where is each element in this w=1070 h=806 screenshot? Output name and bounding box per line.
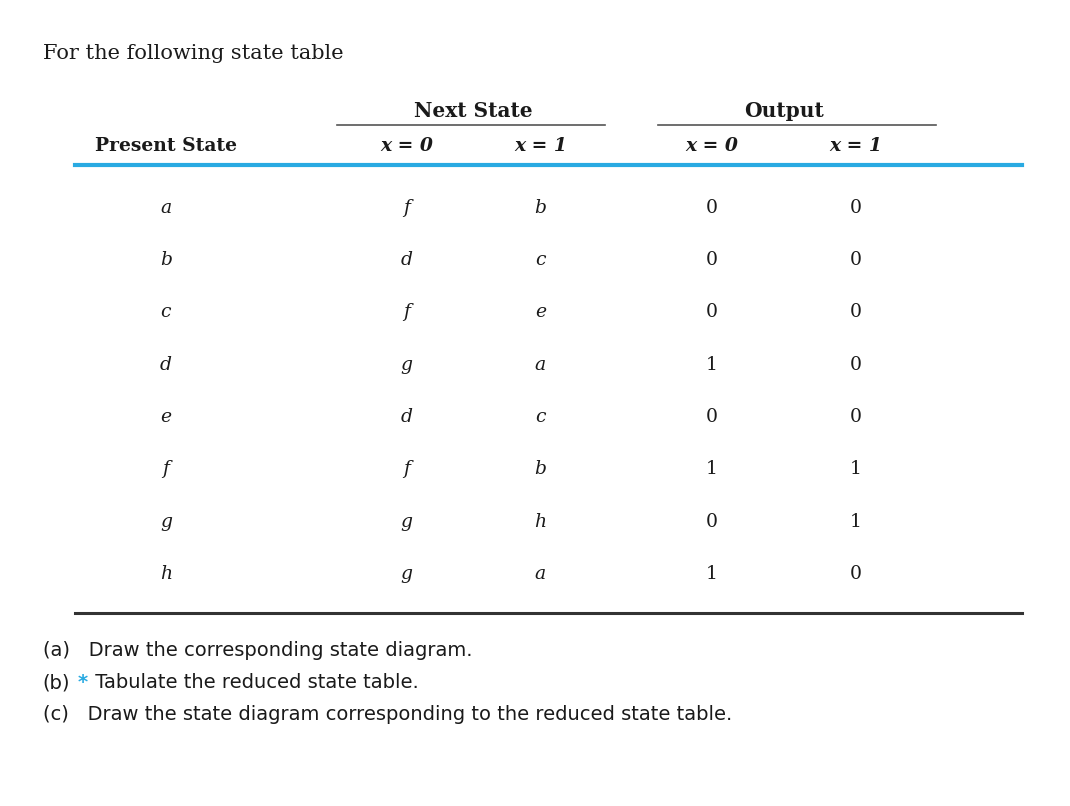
Text: d: d <box>400 251 413 269</box>
Text: d: d <box>159 355 172 374</box>
Text: f: f <box>403 460 410 479</box>
Text: 1: 1 <box>705 460 718 479</box>
Text: b: b <box>534 460 547 479</box>
Text: g: g <box>400 513 413 531</box>
Text: For the following state table: For the following state table <box>43 44 343 64</box>
Text: h: h <box>159 565 172 584</box>
Text: x = 0: x = 0 <box>685 137 738 155</box>
Text: a: a <box>535 565 546 584</box>
Text: (b): (b) <box>43 673 71 692</box>
Text: f: f <box>403 303 410 322</box>
Text: f: f <box>403 198 410 217</box>
Text: 0: 0 <box>705 408 718 426</box>
Text: d: d <box>400 408 413 426</box>
Text: b: b <box>159 251 172 269</box>
Text: x = 0: x = 0 <box>380 137 433 155</box>
Text: c: c <box>160 303 171 322</box>
Text: f: f <box>163 460 169 479</box>
Text: c: c <box>535 408 546 426</box>
Text: e: e <box>535 303 546 322</box>
Text: h: h <box>534 513 547 531</box>
Text: 0: 0 <box>705 513 718 531</box>
Text: Next State: Next State <box>414 101 533 121</box>
Text: (a)   Draw the corresponding state diagram.: (a) Draw the corresponding state diagram… <box>43 641 472 660</box>
Text: g: g <box>400 355 413 374</box>
Text: 0: 0 <box>850 565 862 584</box>
Text: b: b <box>534 198 547 217</box>
Text: 1: 1 <box>850 460 862 479</box>
Text: 0: 0 <box>850 303 862 322</box>
Text: g: g <box>400 565 413 584</box>
Text: 1: 1 <box>850 513 862 531</box>
Text: (c)   Draw the state diagram corresponding to the reduced state table.: (c) Draw the state diagram corresponding… <box>43 705 732 725</box>
Text: a: a <box>160 198 171 217</box>
Text: Tabulate the reduced state table.: Tabulate the reduced state table. <box>90 673 419 692</box>
Text: g: g <box>159 513 172 531</box>
Text: 0: 0 <box>850 408 862 426</box>
Text: Output: Output <box>744 101 824 121</box>
Text: 1: 1 <box>705 565 718 584</box>
Text: 0: 0 <box>850 355 862 374</box>
Text: 0: 0 <box>705 198 718 217</box>
Text: 0: 0 <box>705 251 718 269</box>
Text: Present State: Present State <box>95 137 236 155</box>
Text: e: e <box>160 408 171 426</box>
Text: *: * <box>78 673 88 692</box>
Text: 1: 1 <box>705 355 718 374</box>
Text: 0: 0 <box>705 303 718 322</box>
Text: c: c <box>535 251 546 269</box>
Text: x = 1: x = 1 <box>829 137 883 155</box>
Text: 0: 0 <box>850 251 862 269</box>
Text: a: a <box>535 355 546 374</box>
Text: 0: 0 <box>850 198 862 217</box>
Text: x = 1: x = 1 <box>514 137 567 155</box>
